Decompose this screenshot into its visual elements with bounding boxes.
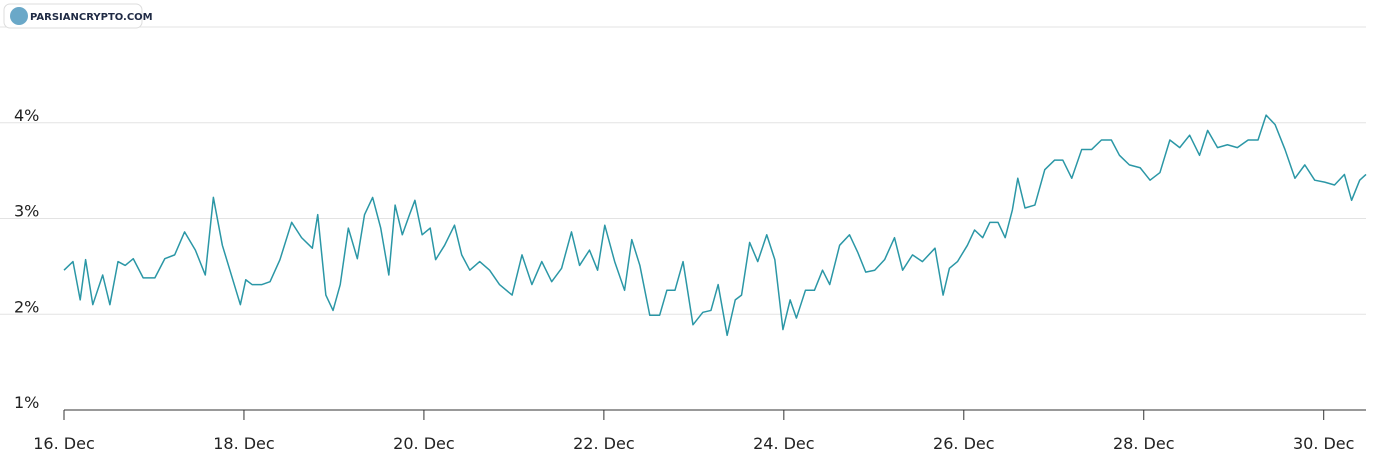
x-tick-label: 28. Dec (1113, 434, 1175, 453)
x-tick-label: 18. Dec (213, 434, 275, 453)
x-tick-label: 20. Dec (393, 434, 455, 453)
y-tick-label: 2% (14, 297, 39, 316)
line-series (63, 114, 1367, 337)
watermark-logo: PARSIANCRYPTO.COM (3, 3, 153, 29)
x-tick-label: 22. Dec (573, 434, 635, 453)
y-tick-label: 4% (14, 106, 39, 125)
y-tick-label: 3% (14, 202, 39, 221)
x-tick-label: 24. Dec (753, 434, 815, 453)
y-tick-label: 1% (14, 393, 39, 412)
watermark-icon (10, 7, 28, 25)
watermark-box (3, 3, 143, 29)
watermark-text: PARSIANCRYPTO.COM (30, 12, 153, 23)
x-tick-label: 30. Dec (1293, 434, 1355, 453)
x-tick-label: 16. Dec (33, 434, 95, 453)
x-tick-label: 26. Dec (933, 434, 995, 453)
